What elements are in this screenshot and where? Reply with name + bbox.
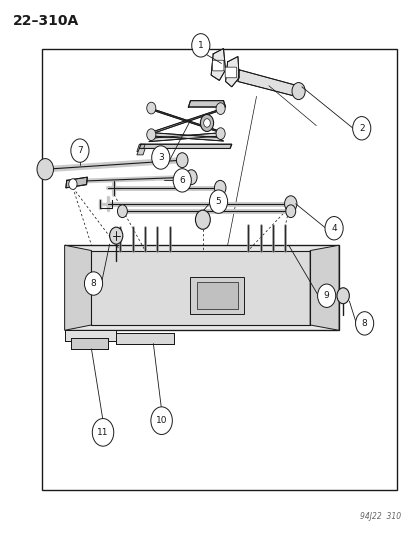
Circle shape: [352, 117, 370, 140]
Polygon shape: [149, 133, 223, 142]
Circle shape: [176, 153, 188, 167]
Circle shape: [285, 205, 295, 217]
Polygon shape: [64, 245, 91, 330]
Polygon shape: [188, 101, 225, 107]
Polygon shape: [149, 108, 223, 135]
FancyBboxPatch shape: [212, 60, 223, 71]
Circle shape: [37, 159, 53, 180]
Circle shape: [146, 129, 155, 141]
Polygon shape: [91, 251, 309, 325]
Circle shape: [355, 312, 373, 335]
Circle shape: [146, 102, 155, 114]
Circle shape: [195, 210, 210, 229]
Text: 3: 3: [157, 153, 163, 162]
Circle shape: [216, 128, 225, 140]
Polygon shape: [71, 338, 108, 349]
Circle shape: [191, 34, 209, 57]
Circle shape: [150, 407, 172, 434]
Text: 8: 8: [90, 279, 96, 288]
Circle shape: [317, 284, 335, 308]
Circle shape: [71, 139, 89, 163]
Circle shape: [203, 119, 210, 127]
Polygon shape: [137, 149, 145, 155]
Circle shape: [173, 168, 191, 192]
Polygon shape: [66, 177, 87, 188]
Polygon shape: [150, 133, 223, 141]
Text: 7: 7: [77, 146, 83, 155]
Text: 11: 11: [97, 428, 109, 437]
Polygon shape: [64, 330, 116, 341]
Polygon shape: [150, 108, 223, 134]
Polygon shape: [64, 245, 338, 330]
Circle shape: [324, 216, 342, 240]
Circle shape: [200, 115, 213, 132]
Circle shape: [284, 196, 296, 212]
Polygon shape: [116, 333, 173, 344]
Circle shape: [185, 169, 197, 184]
Circle shape: [336, 288, 349, 304]
Text: 2: 2: [358, 124, 364, 133]
Text: 5: 5: [215, 197, 221, 206]
Circle shape: [69, 179, 77, 189]
Polygon shape: [139, 144, 231, 149]
Circle shape: [291, 83, 304, 100]
Circle shape: [92, 418, 114, 446]
Text: 10: 10: [155, 416, 167, 425]
Circle shape: [151, 146, 169, 169]
Circle shape: [216, 103, 225, 115]
Circle shape: [214, 180, 225, 195]
Text: 6: 6: [179, 176, 185, 185]
Circle shape: [84, 272, 102, 295]
FancyBboxPatch shape: [190, 277, 244, 314]
Polygon shape: [225, 56, 239, 87]
Polygon shape: [137, 144, 145, 152]
Text: 1: 1: [197, 41, 203, 50]
Text: 4: 4: [330, 224, 336, 233]
Text: 94J22  310: 94J22 310: [359, 512, 400, 521]
Circle shape: [117, 205, 127, 217]
Text: 22–310A: 22–310A: [13, 14, 79, 28]
Polygon shape: [211, 49, 225, 80]
FancyBboxPatch shape: [196, 282, 237, 309]
Text: 9: 9: [323, 291, 329, 300]
Text: 8: 8: [361, 319, 367, 328]
Circle shape: [209, 190, 227, 213]
FancyBboxPatch shape: [225, 67, 236, 78]
Polygon shape: [309, 245, 338, 330]
Polygon shape: [237, 70, 297, 96]
Circle shape: [109, 227, 123, 244]
